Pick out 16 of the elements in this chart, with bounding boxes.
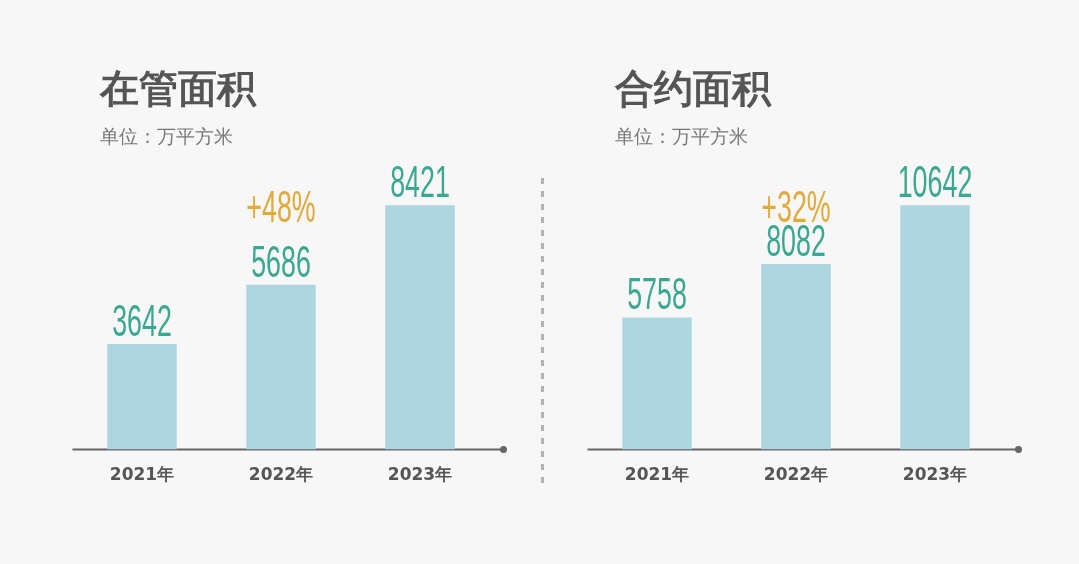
x-tick-label: 2021年 [624,464,690,485]
x-tick-label: 2022年 [248,464,314,485]
chart-title: 在管面积 [100,66,256,113]
chart-title: 合约面积 [615,66,771,113]
x-tick-label: 2021年 [109,464,175,485]
x-tick-label: 2022年 [763,464,829,485]
chart-subtitle: 单位：万平方米 [100,125,233,148]
x-tick-label: 2023年 [902,464,968,485]
data-label: 5686 [251,236,311,287]
data-label: 10642 [897,157,973,207]
chart-subtitle: 单位：万平方米 [615,125,748,148]
annotation: +48% [246,182,316,232]
data-label: 3642 [112,296,172,346]
data-label: 5758 [627,269,687,320]
data-label: 8421 [390,157,450,207]
x-tick-label: 2023年 [387,464,453,485]
